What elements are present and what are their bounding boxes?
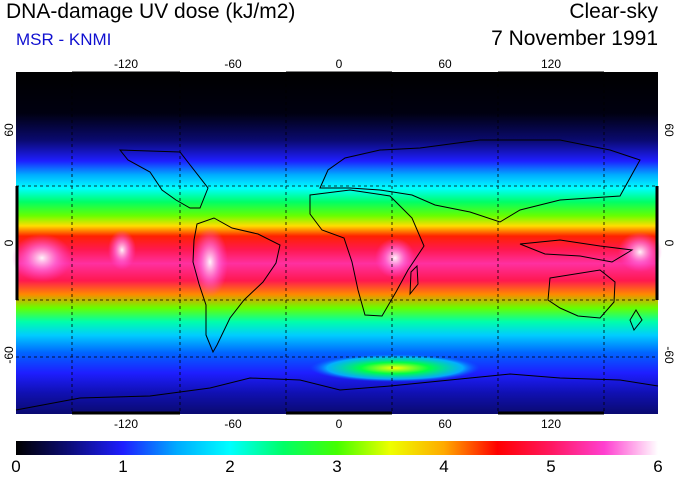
antarctica-coast xyxy=(15,373,659,411)
uv-maximum-region xyxy=(192,227,228,297)
uv-maximum-region xyxy=(618,232,662,272)
lon-tick-top: 60 xyxy=(438,57,452,71)
north-america-coast xyxy=(118,149,209,209)
lat-tick-right: 0 xyxy=(662,240,676,247)
colorbar xyxy=(16,441,658,455)
date-label: 7 November 1991 xyxy=(491,27,658,50)
lon-tick-top: 120 xyxy=(541,57,561,71)
lat-tick-left: 60 xyxy=(2,123,16,137)
lon-tick-bottom: 60 xyxy=(438,417,452,431)
colorbar-label: 1 xyxy=(118,457,128,476)
source-label: MSR - KNMI xyxy=(16,30,112,49)
colorbar-label: 4 xyxy=(439,457,449,476)
lon-tick-top: -120 xyxy=(114,57,138,71)
map-frame xyxy=(15,71,659,415)
uv-maximum-region xyxy=(108,230,136,270)
australia-coast xyxy=(547,269,616,319)
map-title: DNA-damage UV dose (kJ/m2) xyxy=(6,0,296,23)
lat-tick-left: 0 xyxy=(2,239,16,246)
colorbar-label: 0 xyxy=(11,457,21,476)
lat-tick-right: 60 xyxy=(662,123,676,137)
lon-tick-bottom: 120 xyxy=(541,417,561,431)
new-zealand-coast xyxy=(629,309,643,331)
lon-tick-top: -60 xyxy=(224,57,242,71)
coastlines xyxy=(15,139,659,411)
indonesia-coast xyxy=(519,239,634,263)
lon-tick-bottom: -60 xyxy=(224,417,242,431)
europe-asia-coast xyxy=(319,139,641,223)
graticule xyxy=(16,72,658,414)
antarctic-uv-region xyxy=(310,354,480,382)
africa-coast xyxy=(309,189,425,317)
lon-tick-bottom: -120 xyxy=(114,417,138,431)
south-america-coast xyxy=(192,217,281,354)
colorbar-label: 5 xyxy=(546,457,556,476)
uv-maximum-region xyxy=(12,234,72,282)
uv-maximum-region xyxy=(375,238,415,278)
madagascar-coast xyxy=(409,264,419,296)
lon-tick-bottom: 0 xyxy=(336,417,343,431)
colorbar-label: 6 xyxy=(653,457,663,476)
colorbar-gradient xyxy=(16,441,658,455)
lat-tick-left: -60 xyxy=(2,346,16,364)
colorbar-label: 2 xyxy=(225,457,235,476)
colorbar-label: 3 xyxy=(332,457,342,476)
lon-tick-top: 0 xyxy=(336,57,343,71)
uv-dose-map: -120 -60 0 60 120 -120 -60 0 60 120 60 0… xyxy=(2,57,676,431)
sky-mode-label: Clear-sky xyxy=(569,0,658,23)
lat-tick-right: -60 xyxy=(662,346,676,364)
